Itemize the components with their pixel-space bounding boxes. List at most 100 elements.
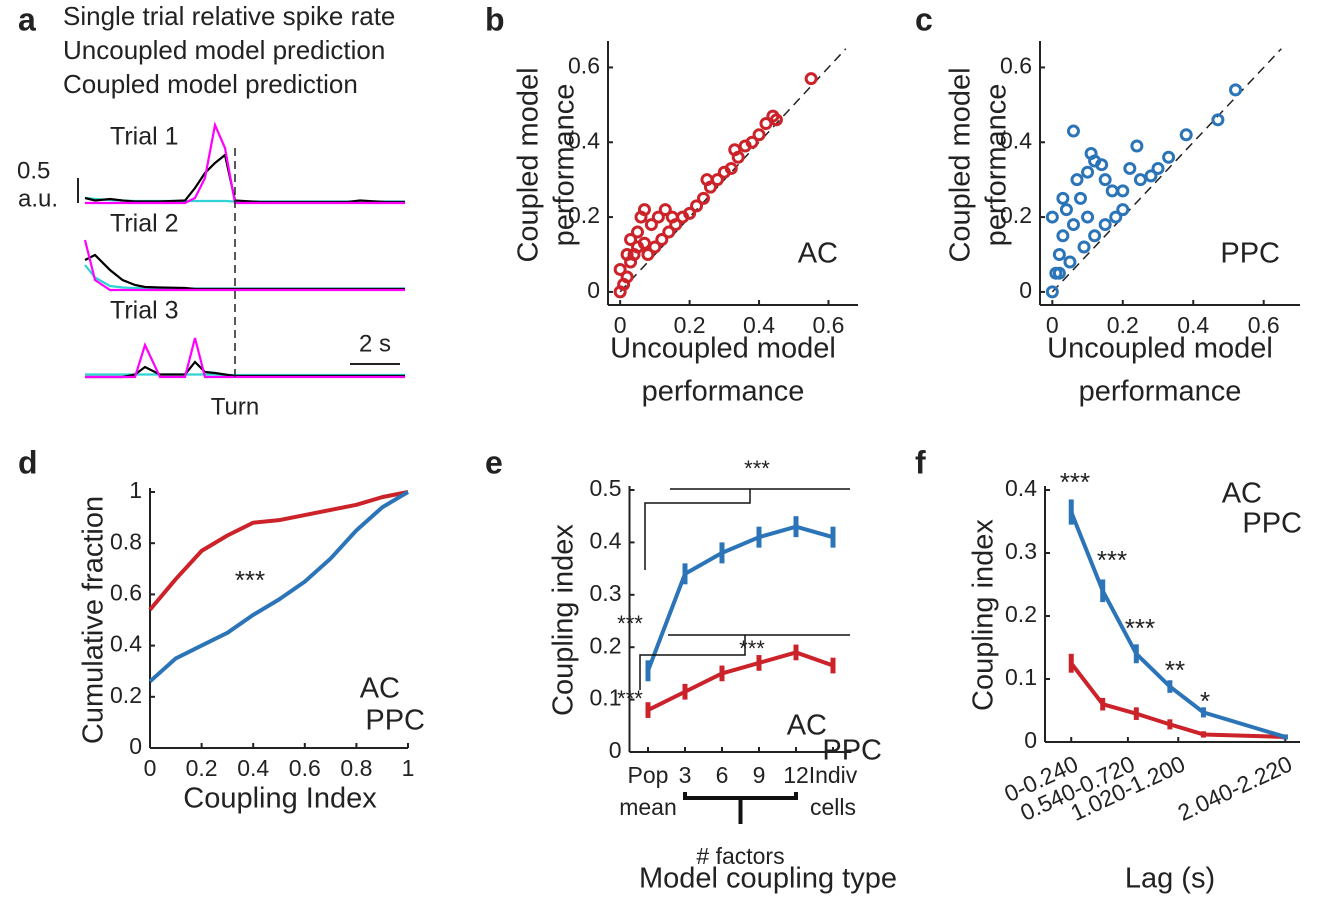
y-tick-label: 0.5 <box>590 475 622 501</box>
significance-label: ** <box>1165 655 1185 685</box>
y-tick-label: 0.3 <box>590 580 622 606</box>
x-tick-label: 0.2 <box>186 755 218 781</box>
series-line <box>647 650 834 712</box>
y-tick-label: 0 <box>129 733 142 759</box>
y-tick-label: 0.1 <box>1005 664 1037 690</box>
y-tick-label: 0.6 <box>568 53 600 79</box>
x-axis-title: Model coupling type <box>639 863 897 895</box>
legend-entry: AC <box>360 673 400 705</box>
x-axis-title: Uncoupled model <box>1047 333 1273 365</box>
scatter-point <box>1052 266 1066 280</box>
scatter-point <box>1116 184 1130 198</box>
legend-entry: Single trial relative spike rate <box>63 1 395 31</box>
trial-label: Trial 2 <box>110 210 179 238</box>
x-axis-title: performance <box>642 376 805 408</box>
series-line <box>646 524 834 672</box>
y-tick-label: 0.3 <box>1005 538 1037 564</box>
scatter-point <box>1045 285 1059 299</box>
scatter-point <box>690 199 704 213</box>
x-tick-label: 0.4 <box>237 755 269 781</box>
scatter-point <box>759 117 773 131</box>
y-axis-title: performance <box>981 84 1013 247</box>
scatter-point <box>665 210 679 224</box>
scatter-point <box>1105 184 1119 198</box>
scatter-point <box>1095 158 1109 172</box>
significance-label: *** <box>739 636 765 661</box>
series-line <box>1069 511 1286 739</box>
scatter-point <box>1045 210 1059 224</box>
legend-entry: AC <box>787 710 827 742</box>
scatter-point <box>637 236 651 250</box>
x-tick-sublabel: cells <box>810 794 856 820</box>
y-tick-label: 0.2 <box>1000 202 1032 228</box>
panel-letter: b <box>485 1 505 37</box>
x-tick-label: 3 <box>679 762 692 788</box>
panel-letter: d <box>18 444 38 480</box>
x-tick-label: 1 <box>402 755 415 781</box>
scatter-point <box>804 72 818 86</box>
scatter-point <box>1052 247 1066 261</box>
scatter-point <box>1144 169 1158 183</box>
y-tick-label: 0.8 <box>110 528 142 554</box>
x-tick-label: 0.2 <box>674 312 706 338</box>
x-tick-label: Pop <box>628 762 669 788</box>
x-tick-label: 9 <box>753 762 766 788</box>
significance-label: *** <box>617 611 643 636</box>
significance-label: * <box>1200 686 1210 716</box>
y-tick-label: 0.4 <box>110 631 142 657</box>
scatter-point <box>1130 139 1144 153</box>
scatter-point <box>631 225 645 239</box>
trace-line <box>84 153 405 204</box>
significance-bracket <box>639 634 850 690</box>
identity-line <box>1051 48 1282 293</box>
y-tick-label: 0.6 <box>1000 53 1032 79</box>
panel-letter: f <box>915 444 926 480</box>
x-tick-label: Indiv <box>809 762 858 788</box>
significance-bracket <box>644 488 850 570</box>
y-axis-title: Coupling index <box>968 519 1000 711</box>
x-tick-label: 0.4 <box>1177 312 1209 338</box>
y-tick-label: 0.2 <box>1005 601 1037 627</box>
x-tick-label: 0.2 <box>1107 312 1139 338</box>
annotation: *** <box>235 565 265 595</box>
scatter-point <box>620 247 634 261</box>
trace-line <box>84 253 405 291</box>
y-tick-label: 0.2 <box>568 202 600 228</box>
scatter-point <box>752 128 766 142</box>
legend-entry: PPC <box>822 735 882 767</box>
scatter-point <box>1211 113 1225 127</box>
panel-letter: e <box>485 444 503 480</box>
x-tick-label: 6 <box>716 762 729 788</box>
x-tick-label: 0.6 <box>812 312 844 338</box>
scatter-point <box>620 270 634 284</box>
legend-entry: PPC <box>1242 508 1302 540</box>
panel-letter: c <box>915 1 933 37</box>
y-tick-label: 1 <box>129 477 142 503</box>
scatter-point <box>1098 173 1112 187</box>
scatter-point <box>651 210 665 224</box>
scatter-point <box>1066 218 1080 232</box>
x-axis-title: Coupling Index <box>183 783 377 815</box>
trace-line <box>85 121 405 205</box>
scatter-point <box>1162 150 1176 164</box>
scatter-point <box>1098 218 1112 232</box>
trial-label: Trial 3 <box>110 297 179 325</box>
x-tick-label: 0.8 <box>340 755 372 781</box>
scatter-point <box>700 173 714 187</box>
legend-entry: AC <box>1222 478 1262 510</box>
scatter-point <box>644 218 658 232</box>
significance-label: *** <box>617 686 643 711</box>
x-axis-title: Lag (s) <box>1125 863 1215 895</box>
significance-label: *** <box>1060 467 1090 497</box>
scatter-point <box>1074 191 1088 205</box>
scatter-point <box>1179 128 1193 142</box>
trace-line <box>85 337 405 379</box>
y-scale-value: 0.5 <box>17 157 50 184</box>
x-scale-label: 2 s <box>359 330 391 357</box>
scatter-point <box>1056 229 1070 243</box>
y-tick-label: 0.4 <box>1005 475 1037 501</box>
y-scale-unit: a.u. <box>18 185 58 212</box>
legend-entry: Uncoupled model prediction <box>63 35 385 65</box>
scatter-point <box>1066 124 1080 138</box>
y-axis-title: Coupling index <box>548 524 580 716</box>
